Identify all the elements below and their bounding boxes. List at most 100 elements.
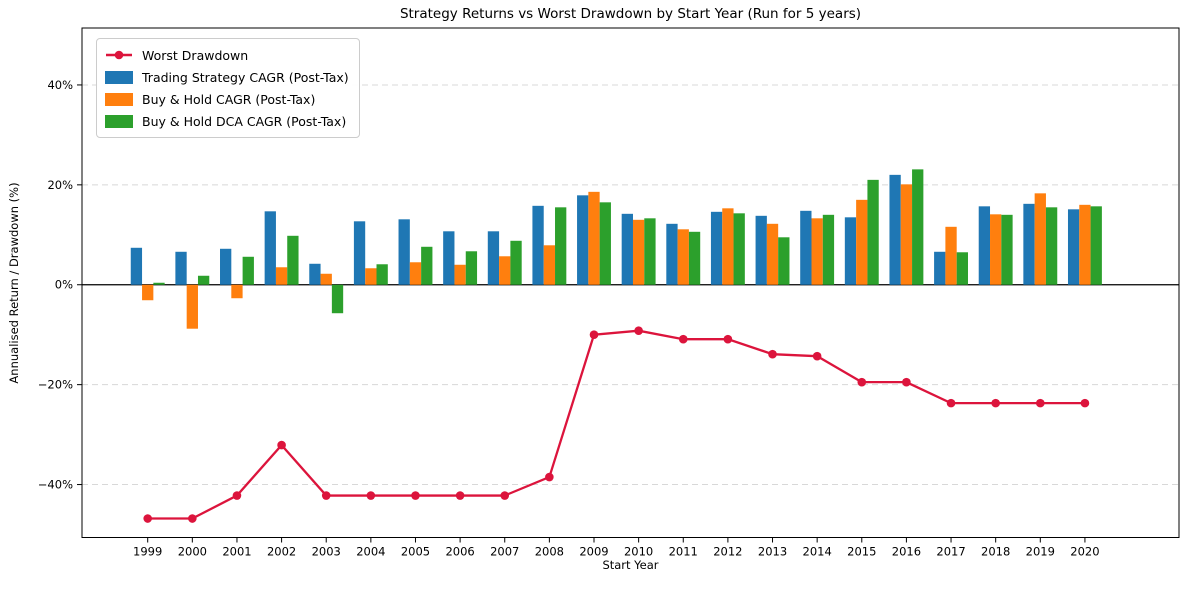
drawdown-point — [143, 514, 152, 523]
bar-buy-hold-dca — [376, 264, 388, 285]
drawdown-line — [147, 329, 1085, 520]
x-tick-label: 2017 — [936, 545, 965, 559]
bar-strategy — [666, 223, 678, 285]
legend-item: Buy & Hold CAGR (Post-Tax) — [105, 90, 349, 108]
bar-buy-hold-dca — [153, 282, 165, 285]
bar-strategy — [755, 215, 767, 285]
x-tick-label: 1999 — [133, 545, 162, 559]
bar-strategy — [532, 205, 544, 285]
chart-title: Strategy Returns vs Worst Drawdown by St… — [399, 6, 862, 22]
bar-buy-hold-dca — [197, 275, 210, 285]
x-tick-label: 2000 — [178, 545, 207, 559]
bar-strategy — [1067, 209, 1080, 285]
drawdown-point — [1080, 398, 1090, 408]
y-tick-label: 40% — [47, 78, 73, 92]
bar-buy-hold — [409, 262, 422, 285]
bar-strategy — [934, 251, 946, 285]
bar-strategy — [398, 219, 410, 285]
legend-label: Trading Strategy CAGR (Post-Tax) — [142, 69, 349, 85]
bar-buy-hold — [856, 199, 868, 285]
drawdown-point — [321, 491, 331, 500]
bar-buy-hold-dca — [510, 240, 522, 285]
x-tick-label: 2003 — [312, 545, 341, 559]
bar-buy-hold — [1079, 204, 1091, 285]
bar-buy-hold-dca — [465, 251, 478, 285]
drawdown-point — [188, 514, 197, 523]
bar-strategy — [577, 195, 589, 285]
bar-buy-hold — [1034, 193, 1046, 285]
bar-buy-hold-dca — [867, 179, 879, 285]
x-tick-label: 2005 — [401, 545, 430, 559]
bar-strategy — [978, 206, 991, 285]
bar-buy-hold — [499, 256, 511, 285]
bar-buy-hold-dca — [956, 252, 968, 285]
bar-buy-hold-dca — [1045, 207, 1058, 285]
bar-buy-hold-dca — [287, 235, 299, 285]
bar-strategy — [621, 213, 633, 285]
bar-buy-hold-dca — [555, 207, 567, 285]
legend-item: Worst Drawdown — [105, 46, 349, 64]
drawdown-point — [634, 326, 643, 336]
bar-buy-hold-dca — [599, 202, 611, 285]
x-tick-label: 2007 — [490, 545, 519, 559]
bar-buy-hold-dca — [1090, 206, 1102, 285]
bar-buy-hold — [990, 214, 1002, 285]
legend-item: Buy & Hold DCA CAGR (Post-Tax) — [105, 112, 349, 130]
drawdown-point — [411, 491, 420, 500]
bar-buy-hold — [900, 184, 913, 285]
drawdown-point — [902, 377, 911, 387]
x-tick-label: 2014 — [803, 545, 832, 559]
x-axis-label: Start Year — [602, 558, 659, 572]
legend-line-marker-icon — [106, 50, 132, 60]
bar-buy-hold-dca — [778, 237, 790, 285]
legend-item: Trading Strategy CAGR (Post-Tax) — [105, 68, 349, 86]
bar-buy-hold — [275, 267, 288, 285]
drawdown-point — [946, 398, 956, 408]
x-tick-label: 2013 — [758, 545, 787, 559]
bar-buy-hold — [186, 284, 198, 329]
bar-strategy — [309, 263, 321, 285]
bar-strategy — [264, 211, 276, 285]
drawdown-point — [857, 377, 867, 387]
x-tick-label: 2020 — [1070, 545, 1099, 559]
drawdown-point — [545, 472, 554, 482]
drawdown-point — [723, 334, 733, 344]
bar-strategy — [353, 221, 366, 285]
x-tick-label: 2010 — [624, 545, 653, 559]
legend-label: Worst Drawdown — [142, 47, 249, 63]
x-tick-label: 2012 — [713, 545, 742, 559]
bar-buy-hold — [588, 191, 600, 285]
x-tick-label: 2008 — [535, 545, 564, 559]
axes-frame — [81, 27, 1180, 538]
bar-strategy — [889, 174, 901, 285]
y-tick-label: −40% — [38, 478, 73, 492]
bar-buy-hold — [543, 245, 556, 285]
bar-buy-hold-dca — [242, 256, 254, 285]
drawdown-point — [232, 491, 242, 500]
bar-buy-hold — [811, 218, 823, 285]
bar-strategy — [844, 217, 857, 285]
drawdown-point — [991, 398, 1000, 408]
bar-buy-hold-dca — [688, 231, 701, 285]
legend-color-patch — [105, 92, 133, 106]
bar-strategy — [800, 210, 812, 285]
bar-buy-hold-dca — [733, 213, 745, 285]
bar-buy-hold — [365, 268, 377, 285]
drawdown-point — [277, 440, 286, 450]
drawdown-point — [768, 349, 777, 359]
bar-strategy — [710, 211, 723, 285]
bar-buy-hold — [454, 264, 466, 285]
x-tick-label: 2016 — [892, 545, 921, 559]
bar-buy-hold — [632, 219, 645, 285]
x-tick-label: 2006 — [445, 545, 474, 559]
bar-strategy — [443, 231, 455, 285]
drawdown-point — [812, 351, 822, 361]
legend: Worst Drawdown Trading Strategy CAGR (Pos… — [96, 38, 360, 138]
bar-buy-hold-dca — [1001, 214, 1013, 285]
x-tick-label: 2009 — [579, 545, 608, 559]
bar-strategy — [175, 251, 187, 285]
x-tick-label: 2004 — [356, 545, 385, 559]
bar-strategy — [487, 231, 500, 285]
